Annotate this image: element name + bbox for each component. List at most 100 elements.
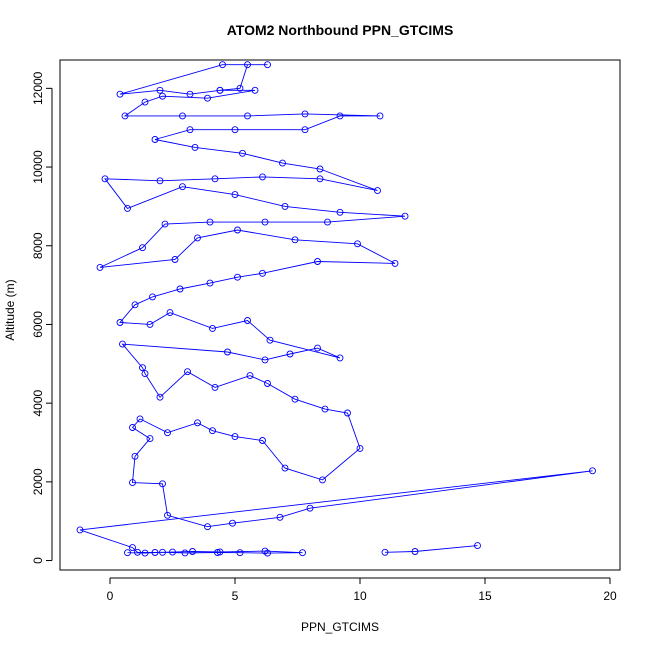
data-point [381, 548, 389, 556]
data-point [194, 234, 201, 242]
data-point [149, 293, 156, 301]
data-point [156, 177, 164, 185]
data-point [141, 98, 149, 106]
data-point [161, 220, 169, 228]
data-point [314, 258, 321, 265]
data-point [279, 159, 286, 167]
data-point [211, 383, 219, 391]
data-point [234, 226, 241, 234]
data-point [376, 112, 384, 120]
plot-frame [59, 59, 621, 571]
data-point [236, 549, 244, 557]
data-point [259, 437, 266, 444]
data-point [131, 301, 139, 309]
data-point [181, 549, 189, 557]
data-point [244, 317, 251, 324]
data-point [129, 544, 136, 552]
data-point [216, 548, 224, 556]
data-point [239, 149, 246, 157]
data-point [291, 395, 299, 403]
data-point [194, 419, 201, 427]
series-line [219, 64, 248, 91]
data-point [151, 136, 159, 143]
data-point [589, 467, 596, 475]
data-point [224, 348, 231, 356]
data-point [186, 126, 194, 134]
data-point [276, 513, 284, 521]
data-point [156, 393, 164, 401]
y-tick-label: 10000 [31, 150, 45, 184]
data-point [129, 424, 136, 431]
data-point [229, 519, 236, 527]
data-point [314, 344, 321, 352]
data-point [124, 549, 131, 557]
data-point [191, 143, 199, 151]
y-axis: 0 2000 4000 6000 8000 10000 12000 [31, 71, 53, 564]
data-point [301, 110, 309, 118]
data-point [374, 187, 381, 195]
data-point [189, 548, 196, 555]
x-tick-label: 5 [232, 589, 239, 603]
data-point [411, 548, 419, 555]
data-point [301, 126, 309, 134]
data-point [244, 112, 251, 120]
y-axis-label: Altitude (m) [3, 279, 17, 340]
data-point [206, 218, 214, 226]
chart-title: ATOM2 Northbound PPN_GTCIMS [227, 22, 454, 38]
x-axis: 0 5 10 15 20 [107, 577, 617, 603]
data-point [159, 480, 166, 488]
data-point [134, 548, 141, 556]
data-point [231, 126, 239, 134]
data-point [234, 273, 241, 281]
data-point [324, 218, 331, 226]
data-point [336, 208, 344, 216]
data-point [146, 435, 154, 443]
series-line [384, 545, 478, 553]
data-point [321, 405, 329, 413]
y-tick-label: 2000 [31, 468, 45, 495]
x-tick-label: 0 [107, 589, 114, 603]
data-point [141, 370, 149, 378]
data-point [344, 409, 351, 417]
data-point [319, 476, 326, 484]
data-point [286, 350, 294, 358]
data-point [214, 549, 221, 556]
data-point [231, 191, 239, 199]
data-point [184, 368, 191, 376]
data-point [159, 548, 166, 556]
data-point [259, 269, 266, 277]
data-point [119, 340, 126, 348]
data-point [216, 86, 224, 94]
data-point [354, 240, 361, 248]
data-point [299, 549, 306, 557]
data-point [281, 202, 289, 210]
data-point [179, 112, 186, 120]
data-point [131, 452, 139, 460]
data-point [204, 523, 211, 531]
data-point [261, 356, 269, 364]
data-point [164, 511, 171, 519]
data-point [96, 263, 104, 271]
data-point [139, 364, 146, 372]
data-point [316, 165, 324, 173]
y-tick-label: 8000 [31, 232, 45, 259]
data-point [219, 61, 226, 69]
data-point [179, 183, 186, 191]
data-point [264, 380, 271, 387]
data-point [244, 61, 251, 69]
x-tick-label: 10 [353, 589, 367, 603]
data-point [141, 549, 149, 557]
series-layer [76, 61, 596, 557]
data-point [124, 204, 131, 212]
data-point [259, 173, 266, 181]
y-tick-label: 0 [31, 557, 45, 564]
data-point [186, 90, 194, 98]
y-tick-label: 12000 [31, 71, 45, 105]
data-point [336, 354, 344, 362]
data-point [281, 464, 289, 472]
data-point [164, 429, 171, 437]
data-point [171, 256, 179, 263]
x-tick-label: 15 [478, 589, 492, 603]
data-point [356, 444, 364, 452]
